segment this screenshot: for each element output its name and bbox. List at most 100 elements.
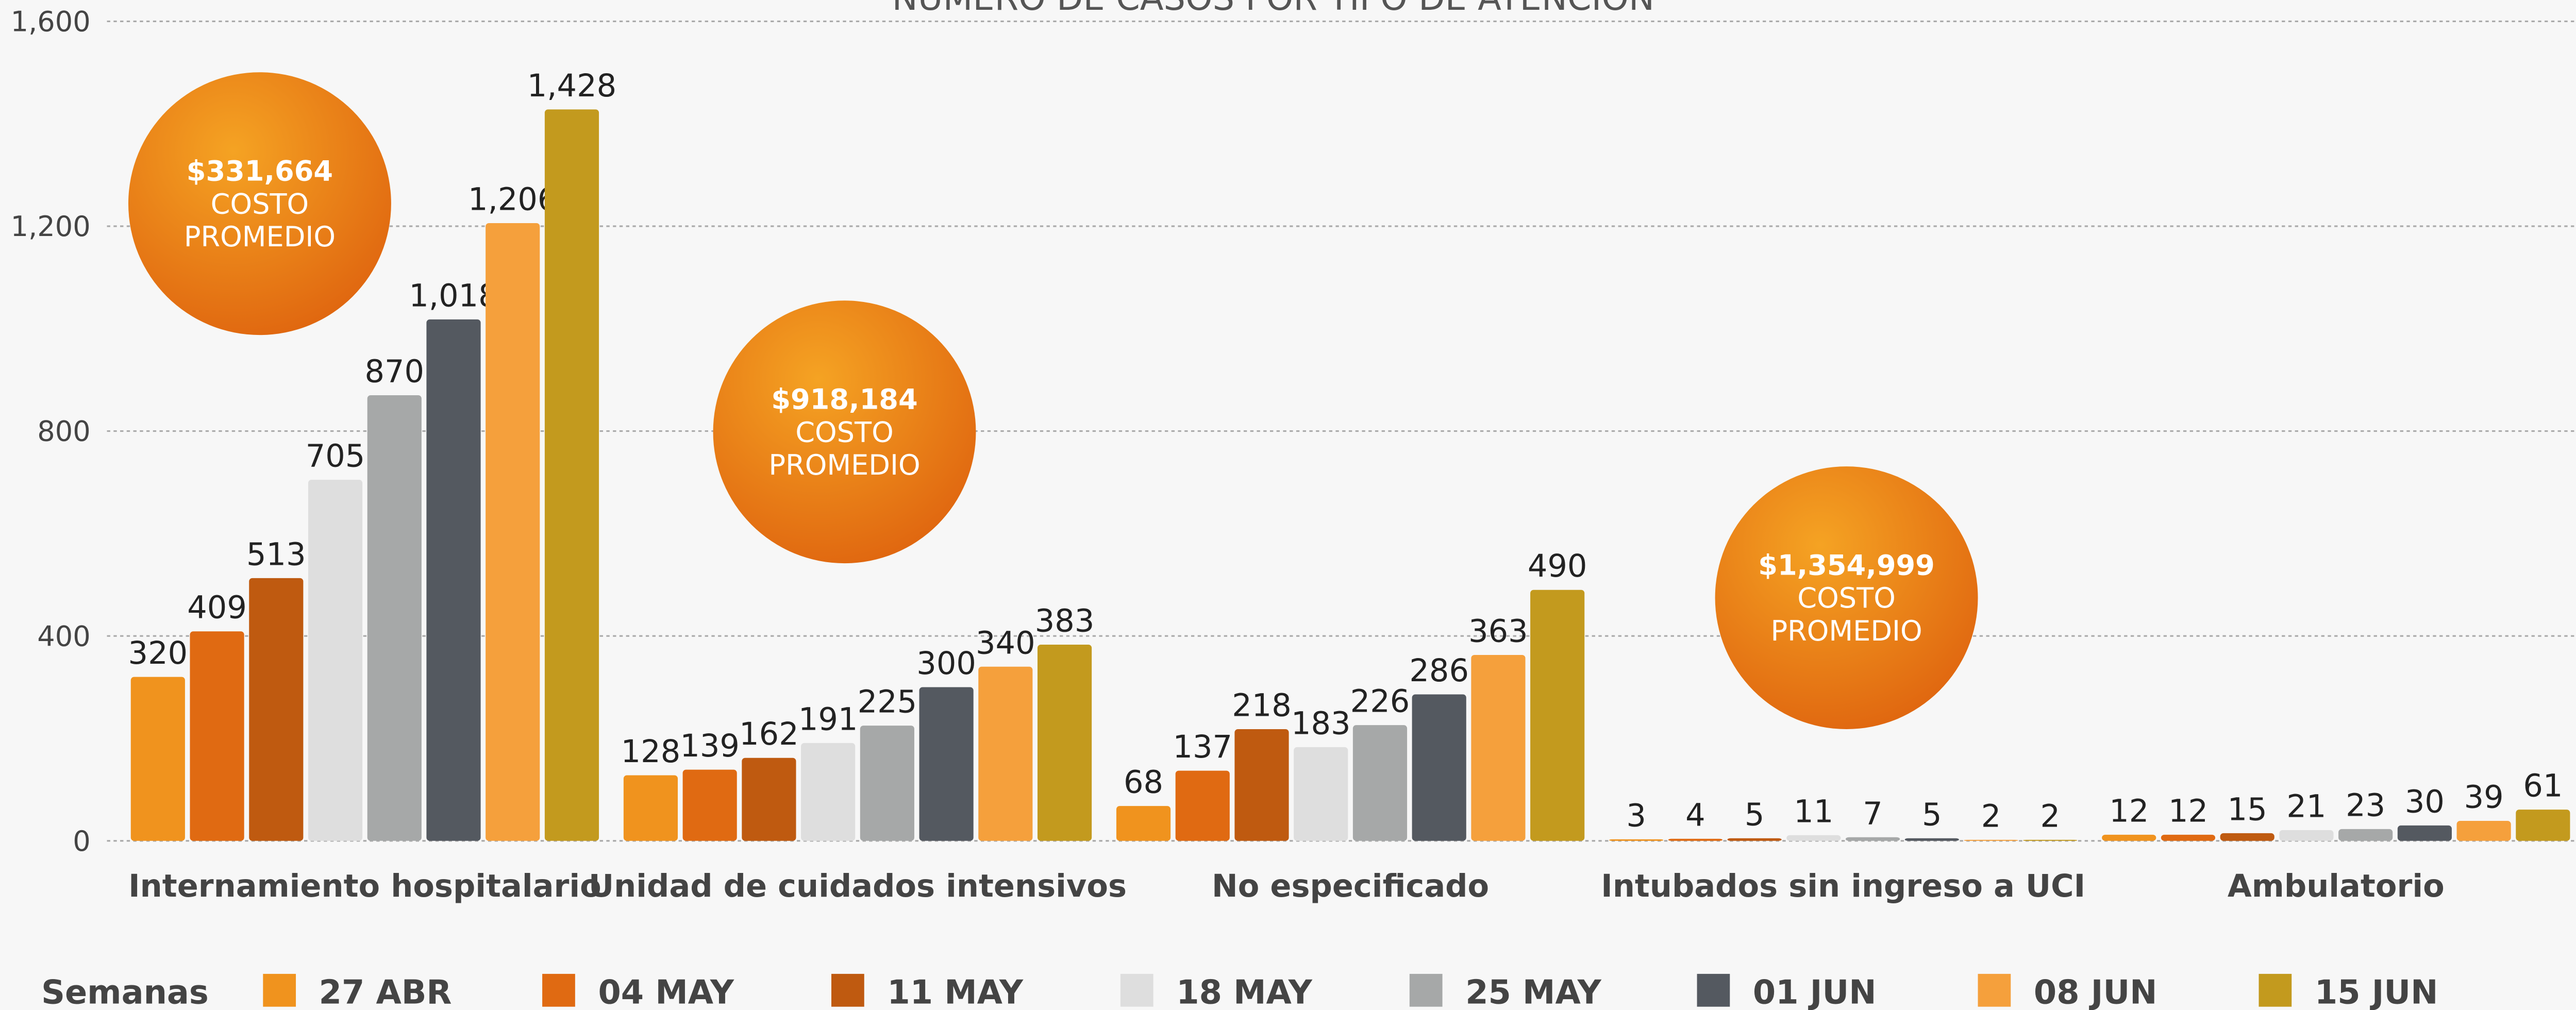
data-label: 162	[739, 716, 799, 752]
y-tick-label: 0	[73, 825, 90, 857]
annotation-text: PROMEDIO	[768, 449, 920, 481]
data-label: 4	[1685, 797, 1705, 833]
y-tick-label: 400	[37, 620, 90, 652]
annotation-text: PROMEDIO	[1770, 615, 1922, 647]
legend-swatch	[542, 973, 575, 1007]
data-label: 383	[1035, 603, 1095, 639]
data-label: 7	[1863, 796, 1883, 832]
bar	[860, 726, 914, 841]
bar	[623, 775, 678, 841]
bar	[682, 769, 737, 841]
data-label: 137	[1173, 729, 1232, 765]
bar	[1904, 838, 1959, 841]
data-label: 11	[1794, 794, 1833, 830]
bar	[978, 666, 1033, 841]
data-label: 3	[1626, 798, 1646, 834]
data-label: 218	[1232, 688, 1292, 724]
bar	[1786, 835, 1841, 841]
annotation-circle	[128, 72, 391, 335]
bar	[2397, 825, 2452, 841]
data-label: 30	[2405, 784, 2445, 820]
data-label: 705	[306, 439, 365, 475]
bar	[1412, 694, 1466, 841]
legend-label: 08 JUN	[2034, 973, 2157, 1010]
data-label: 225	[858, 684, 917, 720]
bar	[1234, 729, 1289, 841]
legend-swatch	[1120, 973, 1153, 1007]
data-label: 2	[2040, 798, 2060, 834]
legend-label: 04 MAY	[598, 973, 734, 1010]
data-label: 61	[2523, 768, 2563, 804]
legend-label: 27 ABR	[319, 973, 452, 1010]
legend-swatch	[1978, 973, 2011, 1007]
data-label: 1,428	[527, 68, 616, 104]
data-label: 513	[246, 536, 306, 573]
data-label: 409	[187, 590, 247, 626]
bar	[486, 223, 540, 841]
data-label: 870	[364, 354, 424, 390]
bar	[1471, 654, 1526, 841]
bar	[367, 395, 422, 841]
y-tick-label: 800	[37, 415, 90, 448]
legend-swatch	[1697, 973, 1730, 1007]
annotation-circle	[713, 300, 976, 564]
annotation-text: COSTO	[1797, 582, 1896, 614]
data-label: 1,018	[409, 278, 498, 314]
data-label: 12	[2109, 793, 2149, 829]
bar	[1530, 590, 1585, 841]
annotation-text: PROMEDIO	[184, 221, 336, 253]
bar	[2102, 834, 2156, 841]
bar	[249, 578, 304, 841]
bar	[2161, 834, 2216, 841]
bar	[2456, 820, 2511, 841]
bar	[1609, 839, 1664, 841]
data-label: 5	[1745, 797, 1765, 833]
bar	[801, 743, 856, 841]
data-label: 12	[2168, 793, 2208, 829]
legend-label: 15 JUN	[2315, 973, 2438, 1010]
legend-label: 25 MAY	[1465, 973, 1601, 1010]
bar	[190, 631, 244, 841]
bar	[1668, 838, 1722, 841]
bar	[130, 677, 185, 841]
data-label: 128	[621, 734, 681, 770]
annotation-circle	[1715, 466, 1978, 730]
bar	[426, 319, 481, 841]
legend-swatch	[831, 973, 864, 1007]
legend-title: Semanas	[41, 973, 209, 1010]
legend-label: 01 JUN	[1753, 973, 1877, 1010]
data-label: 139	[680, 728, 740, 764]
x-tick-label: Unidad de cuidados intensivos	[589, 868, 1127, 904]
data-label: 191	[798, 701, 858, 737]
bar	[308, 480, 363, 841]
legend-label: 18 MAY	[1176, 973, 1312, 1010]
data-label: 1,206	[468, 182, 557, 218]
bar	[2516, 810, 2570, 841]
data-label: 226	[1350, 684, 1410, 720]
data-label: 286	[1409, 653, 1469, 689]
bar	[1727, 838, 1782, 841]
data-label: 21	[2286, 788, 2326, 824]
y-tick-label: 1,200	[11, 210, 91, 243]
data-label: 5	[1922, 797, 1942, 833]
bar	[1294, 747, 1348, 841]
data-label: 363	[1468, 613, 1528, 649]
legend-swatch	[1409, 973, 1443, 1007]
bar	[742, 758, 796, 841]
bar	[1175, 770, 1230, 841]
data-label: 39	[2464, 779, 2504, 815]
legend-swatch	[263, 973, 296, 1007]
data-label: 490	[1528, 548, 1587, 584]
bar	[2220, 833, 2274, 841]
bar	[2279, 830, 2334, 841]
bar	[1964, 839, 2018, 841]
bar	[2023, 839, 2078, 841]
x-tick-label: Ambulatorio	[2228, 868, 2445, 904]
data-label: 340	[976, 625, 1035, 661]
data-label: 2	[1981, 798, 2001, 834]
x-tick-label: No especificado	[1212, 868, 1489, 904]
